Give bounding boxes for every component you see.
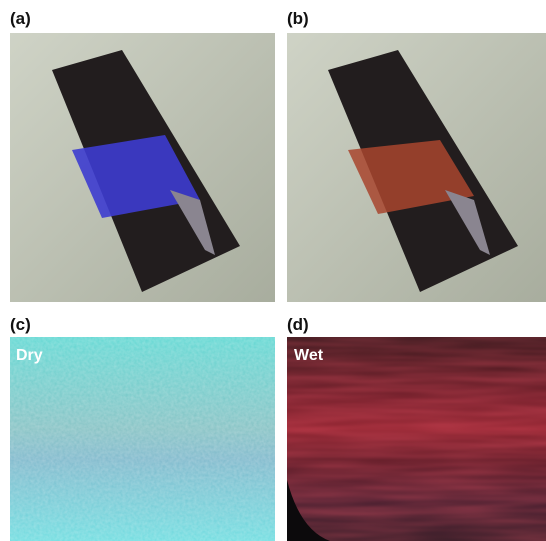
page: (a) (b) (c) Dry (d) Wet (() => { const d… bbox=[0, 0, 546, 541]
photo-texture bbox=[287, 337, 546, 541]
panel-a: (a) bbox=[10, 9, 275, 302]
panel-label: (a) bbox=[10, 9, 31, 28]
panel-label: (b) bbox=[287, 9, 309, 28]
photo-texture bbox=[10, 337, 275, 541]
panel-label: (c) bbox=[10, 315, 31, 334]
panel-c: (c) Dry bbox=[10, 315, 275, 541]
figure: (a) (b) (c) Dry (d) Wet bbox=[0, 0, 546, 541]
panel-caption: Wet bbox=[294, 347, 324, 364]
panel-b: (b) bbox=[287, 9, 546, 302]
panel-label: (d) bbox=[287, 315, 309, 334]
panel-caption: Dry bbox=[16, 347, 43, 364]
panel-d: (d) Wet bbox=[287, 315, 546, 541]
